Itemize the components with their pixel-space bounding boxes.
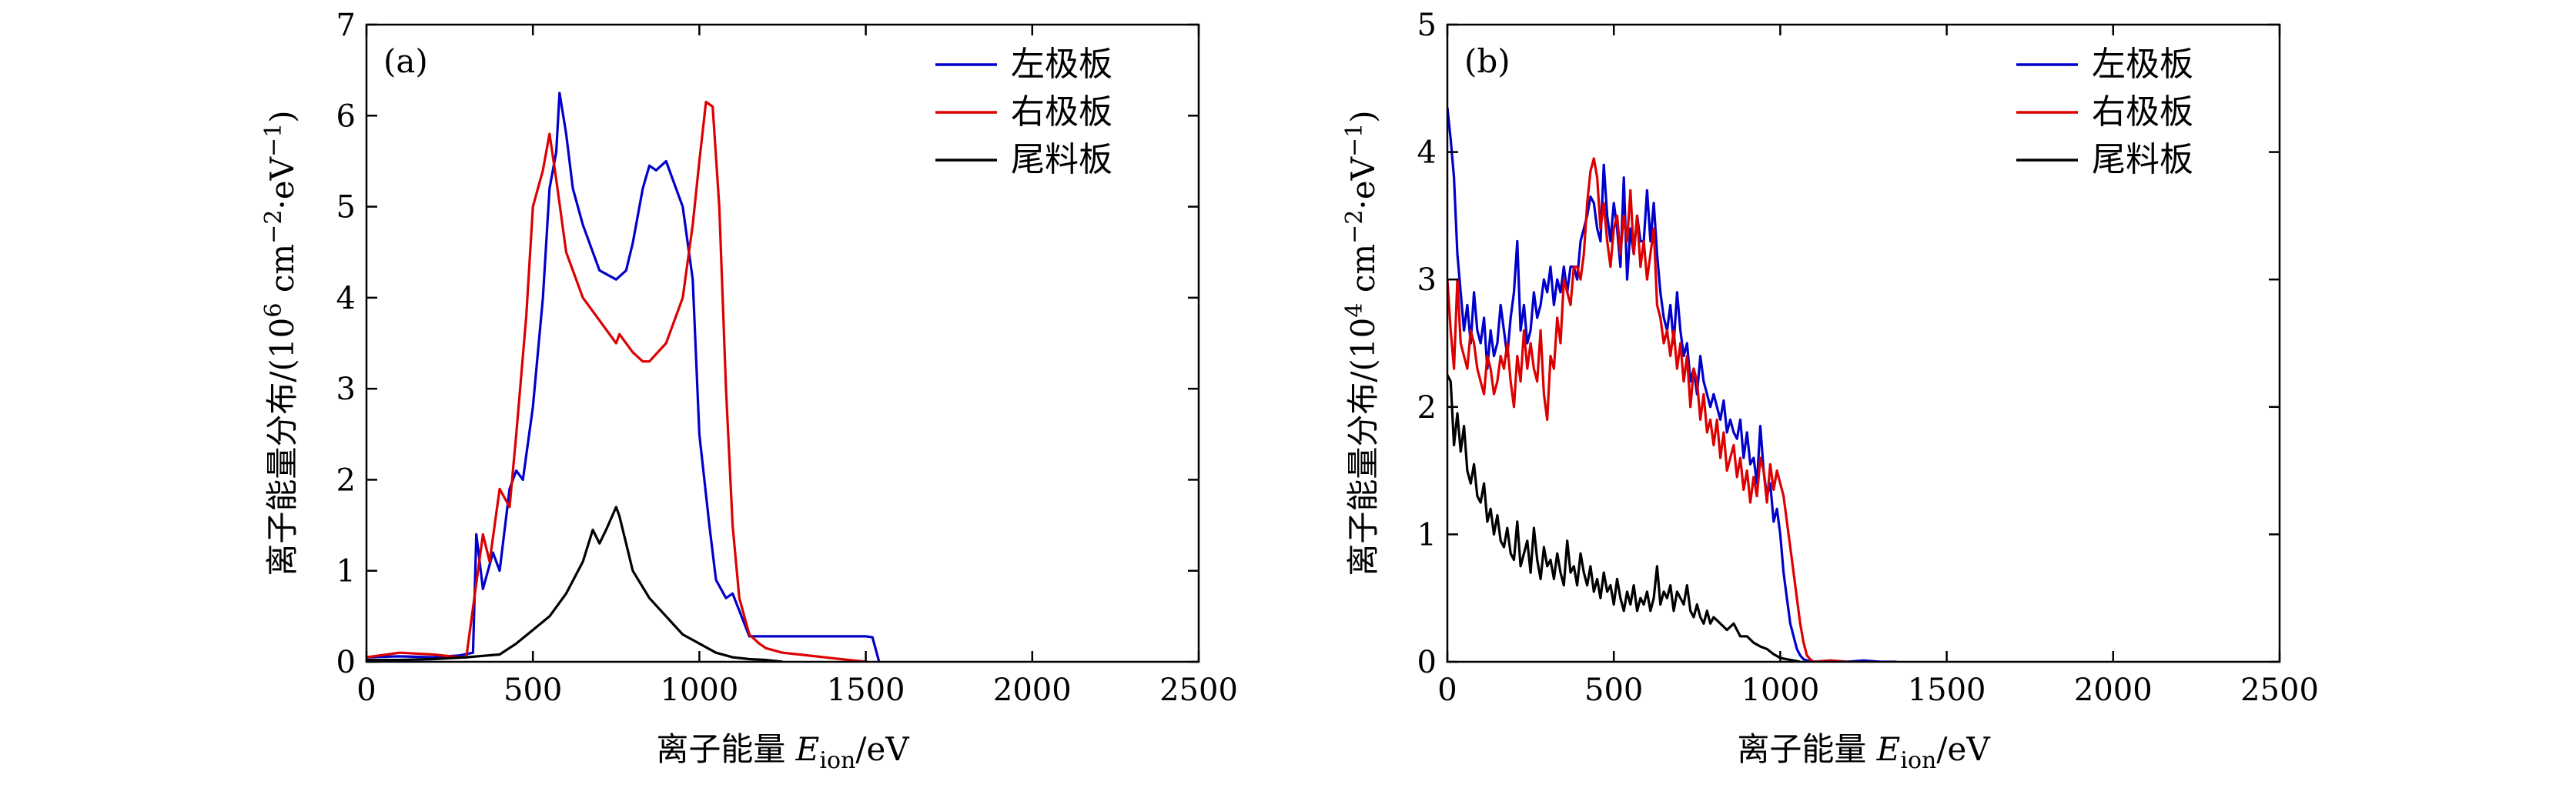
y-axis-title-unit: cm <box>1344 244 1382 303</box>
series-line-0 <box>366 92 881 662</box>
x-tick-label: 1000 <box>661 673 739 708</box>
x-tick-label: 500 <box>503 673 562 708</box>
y-tick-label: 0 <box>336 645 356 680</box>
y-axis-title-exp3: −1 <box>260 123 287 157</box>
y-tick-label: 0 <box>1417 645 1437 680</box>
x-tick-label: 500 <box>1584 673 1643 708</box>
y-tick-label: 7 <box>336 8 356 43</box>
legend-label: 尾料板 <box>1011 140 1112 179</box>
y-axis-title-exp: 6 <box>260 303 287 318</box>
y-axis-title-unit: cm <box>263 244 301 303</box>
y-axis-title-unit2: ·eV <box>263 156 301 209</box>
legend-label: 左极板 <box>1011 45 1112 84</box>
y-tick-label: 1 <box>336 554 356 589</box>
y-axis-title-text: 离子能量分布/(10 <box>263 318 301 576</box>
series-line-1 <box>1447 157 1848 662</box>
x-tick-label: 1000 <box>1741 673 1820 708</box>
plot-frame <box>365 23 1200 663</box>
x-tick-label: 2500 <box>2240 673 2319 708</box>
x-axis-title: 离子能量 Eion/eV <box>1737 730 1990 774</box>
x-tick-label: 1500 <box>827 673 905 708</box>
y-tick-label: 6 <box>336 98 356 134</box>
panel-label: (b) <box>1464 42 1510 80</box>
y-tick-label: 2 <box>336 462 356 498</box>
y-tick-label: 2 <box>1417 390 1437 426</box>
y-tick-label: 5 <box>1417 8 1437 43</box>
panel-label: (a) <box>383 42 428 80</box>
legend-label: 左极板 <box>2092 45 2193 84</box>
y-tick-label: 3 <box>1417 262 1437 298</box>
legend-label: 右极板 <box>1011 92 1112 132</box>
x-tick-label: 0 <box>356 673 376 708</box>
x-tick-label: 2000 <box>2074 673 2153 708</box>
x-axis-title-sub: ion <box>1900 747 1936 774</box>
x-axis-title: 离子能量 Eion/eV <box>656 730 909 774</box>
x-tick-label: 1500 <box>1908 673 1986 708</box>
y-tick-label: 3 <box>336 372 356 407</box>
y-axis-title-exp2: −2 <box>260 210 287 244</box>
y-tick-label: 4 <box>1417 135 1437 171</box>
y-axis-title-close: ) <box>1344 110 1382 122</box>
x-axis-title-sub: ion <box>819 747 855 774</box>
y-tick-label: 4 <box>336 281 356 316</box>
y-axis-title: 离子能量分布/(106 cm−2·eV−1) <box>260 110 301 576</box>
x-axis-title-var: E <box>1876 730 1901 768</box>
x-axis-title-unit: /eV <box>855 730 909 768</box>
x-tick-label: 0 <box>1437 673 1457 708</box>
x-tick-label: 2000 <box>993 673 1072 708</box>
series-line-2 <box>366 506 783 662</box>
y-axis-title: 离子能量分布/(104 cm−2·eV−1) <box>1341 110 1382 576</box>
x-axis-title-text: 离子能量 <box>656 730 795 768</box>
y-axis-title-close: ) <box>263 110 301 122</box>
x-axis-title-text: 离子能量 <box>1737 730 1876 768</box>
y-axis-title-unit2: ·eV <box>1344 156 1382 209</box>
y-axis-title-exp2: −2 <box>1341 210 1368 244</box>
x-axis-title-var: E <box>795 730 820 768</box>
series-line-1 <box>366 100 866 662</box>
y-axis-title-text: 离子能量分布/(10 <box>1344 318 1382 576</box>
x-tick-label: 2500 <box>1159 673 1238 708</box>
panel-a: 0 500 1000 1500 2000 2500 0 1 2 3 4 5 6 7 (a) 左极板右极板尾料板… <box>260 8 1238 774</box>
legend-label: 右极板 <box>2092 92 2193 132</box>
y-tick-label: 5 <box>336 190 356 225</box>
plot-frame <box>1446 23 2281 663</box>
series-line-2 <box>1447 374 1801 662</box>
y-tick-label: 1 <box>1417 517 1437 553</box>
legend-label: 尾料板 <box>2092 140 2193 179</box>
x-axis-title-unit: /eV <box>1936 730 1990 768</box>
y-axis-title-exp: 4 <box>1341 303 1368 318</box>
y-axis-title-exp3: −1 <box>1341 123 1368 157</box>
